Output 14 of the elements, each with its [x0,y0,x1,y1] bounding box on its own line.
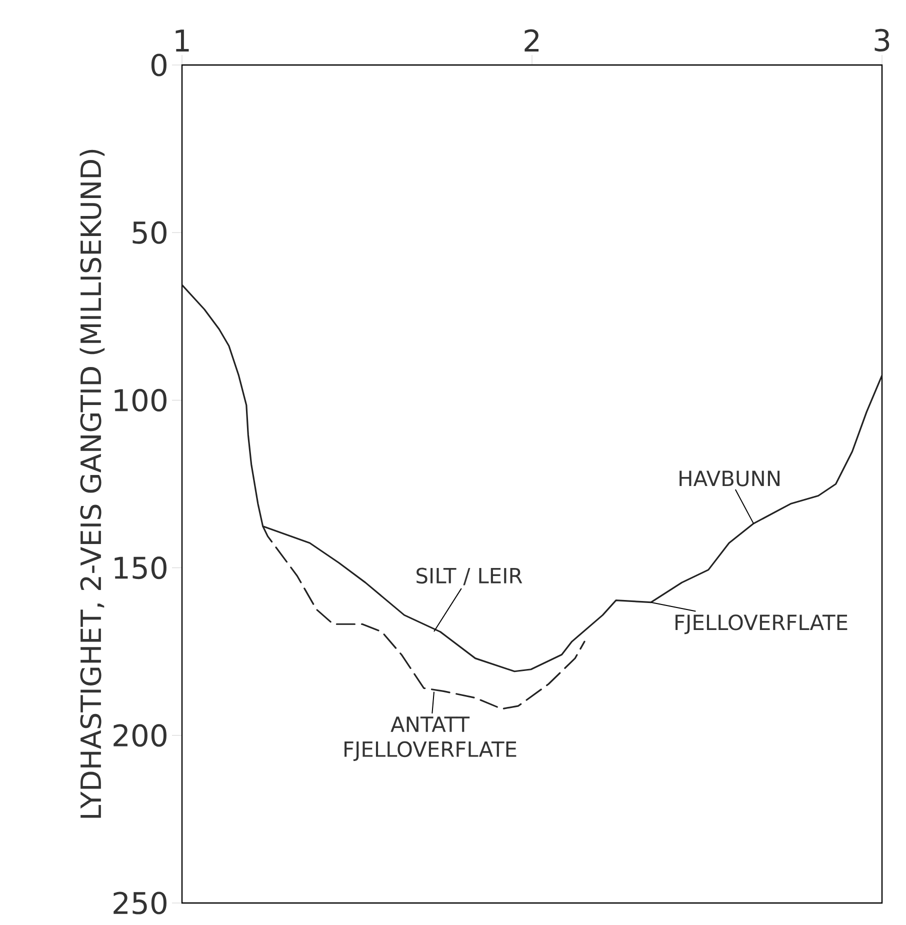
x-tick-label: 2 [524,29,539,52]
y-tick-label: 200 [114,724,166,747]
annotation: FJELLOVERFLATE [676,614,848,634]
annotation: HAVBUNN [680,470,780,486]
y-axis-title: LYDHASTIGHET, 2-VEIS GANGTID (MILLISEKUND) [80,150,105,818]
annotation: ANTATT FJELLOVERFLATE [344,716,516,761]
y-tick-label: 100 [114,388,166,412]
x-tick-label: 3 [874,28,890,52]
x-tick-label: 1 [176,30,189,52]
y-tick-label: 50 [132,221,166,244]
y-tick-label: 0 [151,54,166,76]
annotation: SILT / LEIR [416,568,522,586]
y-tick-label: 250 [114,892,166,914]
y-tick-label: 150 [114,556,166,580]
